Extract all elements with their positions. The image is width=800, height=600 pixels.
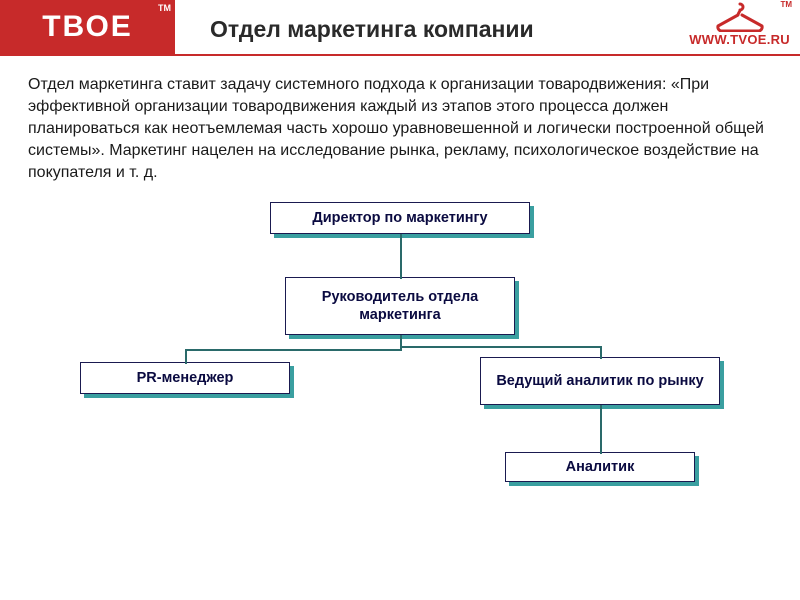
coathanger-icon [712,0,768,32]
org-node-label: Руководитель отдела маркетинга [285,277,515,335]
org-connector [185,349,187,365]
org-connector [600,429,602,455]
brand-logo: ТВОЕ TM [0,0,175,54]
org-chart: Директор по маркетингу Руководитель отдел… [0,192,800,532]
org-connector [600,346,602,359]
org-connector [400,346,602,348]
header-bar: ТВОЕ TM Отдел маркетинга компании TM WWW… [0,0,800,56]
org-connector [600,405,602,431]
org-node: Директор по маркетингу [270,202,530,234]
org-connector [400,256,402,280]
org-node: PR-менеджер [80,362,290,394]
org-node: Ведущий аналитик по рынку [480,357,720,405]
brand-mark-tm: TM [780,0,792,9]
brand-logo-text: ТВОЕ [42,10,133,44]
org-node: Аналитик [505,452,695,482]
org-connector [400,234,402,258]
org-node-label: Директор по маркетингу [270,202,530,234]
org-connector [185,349,402,351]
org-node-label: PR-менеджер [80,362,290,394]
page-title: Отдел маркетинга компании [210,16,534,43]
org-node-label: Ведущий аналитик по рынку [480,357,720,405]
body-paragraph: Отдел маркетинга ставит задачу системног… [0,56,800,192]
brand-url: WWW.TVOE.RU [689,32,790,47]
org-node: Руководитель отдела маркетинга [285,277,515,335]
brand-logo-tm: TM [158,3,171,13]
org-node-label: Аналитик [505,452,695,482]
brand-mark: TM WWW.TVOE.RU [689,0,790,47]
